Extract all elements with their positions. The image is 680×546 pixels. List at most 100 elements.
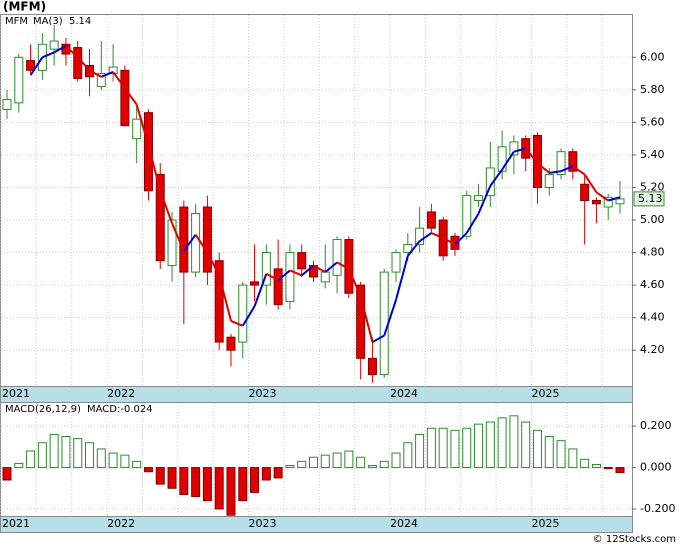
macd-bar: [155, 467, 165, 485]
macd-bar: [238, 467, 248, 502]
ma-segment: [431, 232, 444, 239]
macd-bar: [603, 467, 613, 470]
candle-body: [391, 252, 401, 273]
macd-bar: [202, 467, 212, 502]
y-tick-label: 4.20: [640, 343, 665, 356]
candle-body: [2, 99, 12, 110]
macd-bar: [61, 436, 71, 469]
ma-segment: [419, 232, 432, 243]
x-tick-label: 2023: [249, 517, 277, 530]
ma-segment: [41, 51, 55, 59]
candle-body: [143, 112, 153, 192]
ma-segment: [89, 69, 102, 78]
x-tick-label: 2022: [107, 387, 135, 400]
ma-segment: [253, 273, 268, 307]
ma-segment: [241, 305, 256, 327]
macd-bar: [426, 427, 436, 469]
macd-bar: [344, 450, 354, 469]
candle-body: [285, 252, 295, 302]
candle-body: [532, 134, 542, 188]
ma-segment: [313, 264, 326, 273]
macd-bar: [367, 465, 377, 469]
candle-body: [226, 336, 236, 351]
y-tick-label: 0.000: [640, 461, 672, 474]
candle-body: [556, 151, 566, 175]
candle-body: [155, 173, 165, 262]
y-tick-label: 5.00: [640, 213, 665, 226]
y-tick-label: 6.00: [640, 50, 665, 63]
macd-bar: [462, 427, 472, 469]
macd-bar: [96, 448, 106, 469]
ma-segment: [124, 87, 138, 106]
ma-segment: [407, 240, 421, 257]
ma-segment: [112, 71, 126, 89]
candle-body: [580, 183, 590, 202]
macd-bar: [261, 467, 271, 481]
macd-bar: [37, 442, 47, 469]
ma-segment: [513, 147, 526, 153]
ma-segment: [524, 147, 539, 164]
x-tick-label: 2025: [531, 387, 559, 400]
ma-segment: [100, 71, 114, 78]
y-tick-label: 4.60: [640, 278, 665, 291]
ma-segment: [583, 173, 598, 193]
candle-body: [615, 198, 625, 205]
macd-bar: [320, 454, 330, 469]
candle-body: [261, 252, 271, 286]
ma-segment: [76, 56, 91, 71]
ma-segment: [147, 144, 162, 191]
macd-bar: [26, 450, 36, 469]
candle-body: [238, 284, 248, 343]
ma-segment: [442, 237, 456, 246]
legend-ma-value: 5.14: [69, 16, 91, 27]
macd-bar: [214, 467, 224, 510]
macd-bar: [73, 438, 83, 469]
macd-bar: [273, 467, 283, 479]
candle-body: [250, 281, 260, 286]
ma-segment: [465, 213, 480, 234]
candle-body: [297, 252, 307, 270]
y-tick-label: 4.40: [640, 311, 665, 324]
candle-body: [14, 56, 24, 104]
y-tick-label: 5.40: [640, 148, 665, 161]
ma-segment: [347, 268, 362, 297]
ma-segment: [359, 296, 374, 343]
candle-body: [273, 268, 283, 306]
candle-body: [403, 243, 413, 254]
macd-bar: [509, 415, 519, 469]
candle-body: [603, 196, 613, 208]
ma-segment: [501, 151, 515, 171]
y-tick-label: 4.80: [640, 246, 665, 259]
candle-body: [356, 284, 366, 359]
macd-bar: [568, 448, 578, 469]
ma-segment: [572, 165, 586, 176]
macd-bar: [14, 462, 24, 469]
ma-segment: [53, 45, 67, 54]
macd-bar: [167, 467, 177, 489]
ma-segment: [218, 275, 232, 322]
macd-bar: [250, 467, 260, 493]
ma-segment: [395, 255, 409, 301]
y-tick-label: 5.80: [640, 83, 665, 96]
macd-bar: [285, 465, 295, 469]
ma-segment: [595, 191, 609, 202]
x-tick-label: 2024: [390, 517, 418, 530]
price-tag: 5.13: [638, 192, 663, 205]
candle-body: [568, 151, 578, 172]
macd-bar: [391, 452, 401, 469]
x-tick-label: 2023: [249, 387, 277, 400]
x-tick-label: 2021: [2, 517, 30, 530]
ma-segment: [336, 261, 350, 270]
candle-body: [202, 206, 212, 273]
ma-segment: [277, 269, 291, 282]
legend-macd-value: MACD:-0.024: [87, 404, 153, 415]
macd-bar: [450, 429, 460, 469]
candle-body: [426, 211, 436, 229]
x-tick-label: 2021: [2, 387, 30, 400]
macd-bar: [120, 454, 130, 469]
macd-bar: [615, 467, 625, 474]
macd-bar: [438, 427, 448, 469]
ma-segment: [183, 234, 197, 252]
ma-segment: [171, 222, 185, 252]
